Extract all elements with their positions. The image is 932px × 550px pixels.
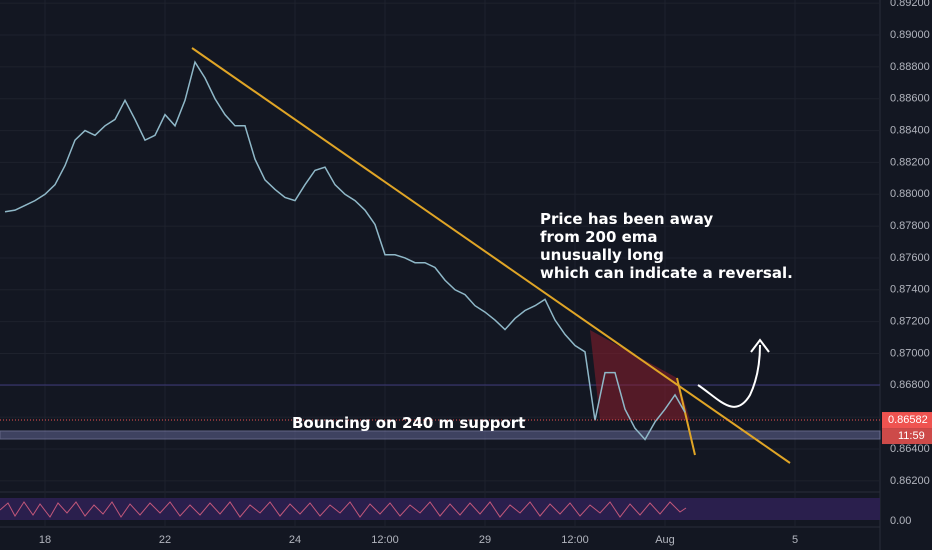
x-tick-label: 24	[289, 534, 301, 546]
last-price-label: 0.86582	[888, 414, 928, 426]
y-tick-label: 0.88000	[890, 188, 930, 200]
oscillator-line	[0, 501, 687, 518]
trend-line	[676, 377, 696, 456]
x-tick-label: Aug	[655, 534, 675, 546]
arrow-head	[750, 338, 770, 353]
x-tick-label: 5	[792, 534, 798, 546]
y-tick-label: 0.86400	[890, 443, 930, 455]
trend-line	[191, 47, 791, 464]
annotation: Bouncing on 240 m support	[292, 414, 525, 432]
x-tick-label: 22	[159, 534, 171, 546]
x-tick-label: 18	[39, 534, 51, 546]
y-tick-label: 0.88200	[890, 156, 930, 168]
x-tick-label: 12:00	[561, 534, 589, 546]
y-tick-label: 0.87400	[890, 284, 930, 296]
x-tick-label: 29	[479, 534, 491, 546]
y-tick-label: 0.88600	[890, 93, 930, 105]
y-tick-label: 0.86200	[890, 475, 930, 487]
support-band	[0, 430, 881, 440]
x-tick-label: 12:00	[371, 534, 399, 546]
y-tick-label: 0.86800	[890, 379, 930, 391]
annotation: Price has been away	[540, 210, 713, 228]
y-tick-label: 0.87800	[890, 220, 930, 232]
y-tick-label: 0.87600	[890, 252, 930, 264]
last-price-box	[882, 412, 932, 429]
arrow	[697, 344, 761, 408]
y-tick-label: 0.87200	[890, 316, 930, 328]
countdown-label: 11:59	[898, 430, 925, 442]
annotation: from 200 ema	[540, 228, 658, 246]
annotation: which can indicate a reversal.	[540, 264, 793, 282]
countdown-box	[882, 428, 932, 445]
shaded-zone	[590, 330, 690, 420]
y-tick-label: 0.89200	[890, 0, 930, 9]
y-tick-label: 0.87000	[890, 347, 930, 359]
y-tick-label: 0.89000	[890, 29, 930, 41]
annotation: unusually long	[540, 246, 664, 264]
price-line	[4, 60, 686, 441]
y-tick-label: 0.88800	[890, 61, 930, 73]
oscillator-tick-label: 0.00	[890, 515, 911, 527]
y-tick-label: 0.88400	[890, 124, 930, 136]
